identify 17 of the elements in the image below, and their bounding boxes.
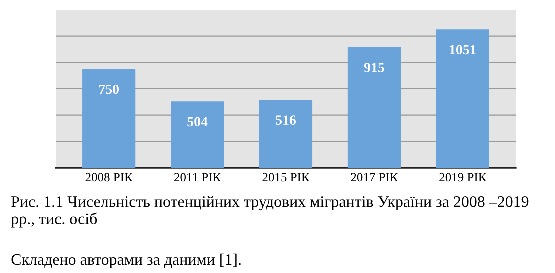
bar <box>171 102 224 168</box>
x-tick-label: 2017 РІК <box>351 173 398 182</box>
text: Рис. 1.1 Чисельність потенційних трудових мігрантів України за 2008 –2019 рр., тис. осіб <box>11 196 529 228</box>
bar <box>259 100 313 168</box>
x-tick-label: 2008 РІК <box>86 173 133 182</box>
x-tick-label: 2015 РІК <box>262 173 310 182</box>
bar <box>436 30 490 168</box>
x-tick-label: 2019 РІК <box>440 173 487 182</box>
data-label: 504 <box>188 117 208 127</box>
x-tick-label: 2011 РІК <box>174 173 222 182</box>
data-label: 750 <box>99 84 119 94</box>
bar <box>348 48 401 168</box>
data-label: 516 <box>276 116 296 126</box>
bar <box>82 69 136 168</box>
data-label: 915 <box>364 63 384 72</box>
data-label: 1051 <box>450 45 476 55</box>
text: Складено авторами за даними [1]. <box>12 254 241 268</box>
